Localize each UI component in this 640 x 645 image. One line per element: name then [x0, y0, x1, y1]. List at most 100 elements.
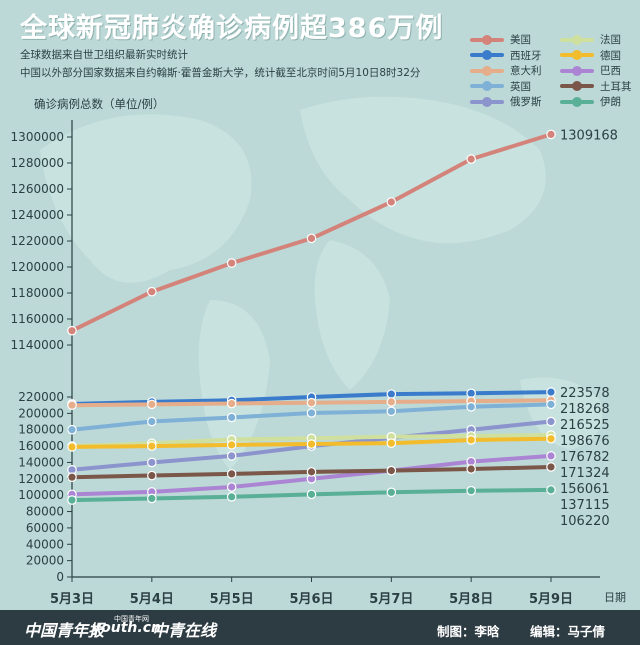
logo-youth-cn: youth.cn 中国青年网 [92, 615, 161, 636]
labels-layer: 1309168 223578218268216525198676176782171… [560, 128, 618, 529]
footer-bar: 中国青年报 youth.cn 中国青年网 中青在线 制图：李晗 编辑：马子倩 [0, 610, 640, 645]
axes-layer: 0 20000 40000 60000 80000 100000 120000 140000 1… [11, 120, 626, 607]
data-point-6-4 [386, 438, 397, 449]
data-point-8-6 [546, 462, 556, 472]
x-tick-label: 5月5日 [210, 592, 254, 607]
y-tick-label: 1240000 [11, 208, 64, 222]
y-tick-label: 220000 [18, 390, 64, 404]
legend-item-5: 法国 [560, 32, 621, 47]
legend-label: 西班牙 [510, 49, 542, 62]
data-point-9-3 [306, 489, 317, 500]
legend-item-8: 土耳其 [560, 79, 632, 94]
legend-swatch [470, 96, 504, 107]
end-label-5: 176782 [560, 450, 610, 465]
legend-label: 英国 [510, 80, 531, 93]
data-point-3-6 [546, 399, 556, 410]
y-tick-label: 1300000 [11, 130, 64, 144]
map-chart-canvas: 0 20000 40000 60000 80000 100000 120000 140000 1… [11, 96, 626, 607]
y-tick-label: 0 [56, 570, 64, 584]
legend-item-9: 伊朗 [560, 94, 621, 109]
data-point-3-4 [386, 406, 397, 417]
data-point-1-6 [546, 387, 556, 397]
y-tick-label: 1260000 [11, 182, 64, 196]
x-tick-label: 5月4日 [130, 592, 174, 607]
y-tick-label: 1160000 [11, 312, 64, 326]
subtitle-line-2: 中国以外部分国家数据来自约翰斯·霍普金斯大学，统计截至北京时间5月10日8时32… [20, 67, 421, 79]
data-point-3-3 [306, 408, 317, 418]
x-tick-label: 5月9日 [529, 592, 573, 607]
data-point-6-0 [67, 442, 77, 452]
data-point-0-4 [386, 197, 397, 207]
y-tick-label: 100000 [18, 488, 64, 502]
legend-label: 德国 [600, 49, 621, 62]
legend-label: 土耳其 [600, 80, 632, 93]
y-tick-label: 160000 [18, 439, 64, 453]
y-tick-label: 140000 [18, 455, 64, 469]
credit-chart-maker: 制图：李晗 [437, 624, 500, 639]
data-point-2-3 [306, 397, 317, 408]
legend-swatch [560, 65, 594, 76]
end-label-0: 1309168 [560, 128, 618, 143]
data-point-4-6 [546, 416, 556, 427]
data-point-8-3 [306, 467, 317, 477]
y-tick-label: 1280000 [11, 156, 64, 170]
end-label-7: 156061 [560, 482, 610, 497]
legend-swatch [560, 96, 594, 107]
end-label-9: 106220 [560, 514, 610, 529]
legend-item-6: 德国 [560, 48, 621, 63]
end-label-3: 216525 [560, 418, 610, 433]
x-tick-label: 5月3日 [50, 592, 94, 607]
y-tick-label: 180000 [18, 423, 64, 437]
subtitle-line-1: 全球数据来自世卫组织最新实时统计 [20, 49, 188, 61]
data-point-0-3 [306, 233, 317, 244]
data-point-8-0 [67, 472, 77, 482]
data-point-2-0 [67, 400, 77, 410]
end-label-8: 137115 [560, 498, 610, 513]
data-point-8-2 [226, 469, 237, 479]
data-point-9-1 [147, 493, 157, 504]
legend-label: 法国 [600, 34, 621, 46]
legend-swatch [560, 50, 594, 60]
data-point-1-5 [466, 388, 476, 399]
data-point-6-3 [306, 439, 317, 449]
logo-cyol-online: 中青在线 [152, 621, 217, 640]
data-point-9-6 [546, 485, 556, 495]
y-tick-label: 80000 [26, 505, 64, 519]
y-tick-label: 20000 [26, 554, 64, 568]
data-point-1-4 [386, 389, 397, 399]
legend-swatch [560, 34, 594, 45]
legend-item-0: 美国 [470, 32, 531, 47]
data-point-2-4 [386, 397, 397, 407]
legend-swatch [470, 50, 504, 60]
y-tick-label: 200000 [18, 406, 64, 420]
legend-item-7: 巴西 [560, 63, 621, 78]
logo-youth-cn-tag: 中国青年网 [114, 615, 149, 623]
data-point-0-0 [67, 325, 77, 336]
y-tick-label: 120000 [18, 472, 64, 486]
data-point-3-2 [226, 412, 237, 423]
y-tick-label: 1220000 [11, 234, 64, 248]
legend-label: 俄罗斯 [510, 96, 542, 108]
series-layer [67, 129, 556, 505]
data-point-4-1 [147, 457, 157, 468]
data-point-0-1 [147, 286, 157, 297]
data-point-0-5 [466, 154, 476, 164]
data-point-6-2 [226, 440, 237, 450]
y-tick-label: 1140000 [11, 338, 64, 352]
x-tick-label: 5月6日 [289, 592, 333, 607]
data-point-2-1 [147, 399, 157, 410]
legend-swatch [470, 34, 504, 45]
end-label-4: 198676 [560, 434, 610, 449]
data-point-4-2 [226, 451, 237, 461]
data-point-8-1 [147, 470, 157, 481]
logo-youth-cn-text: youth.cn [92, 620, 161, 636]
data-point-0-6 [546, 129, 556, 140]
data-point-2-2 [226, 398, 237, 409]
data-point-6-1 [147, 441, 157, 451]
y-tick-label: 40000 [26, 537, 64, 551]
data-point-9-2 [226, 492, 237, 502]
x-tick-label: 5月8日 [449, 592, 493, 607]
credit-editor: 编辑：马子倩 [530, 624, 606, 639]
logo-cyol-newspaper: 中国青年报 [24, 621, 105, 640]
legend-label: 伊朗 [600, 96, 621, 108]
